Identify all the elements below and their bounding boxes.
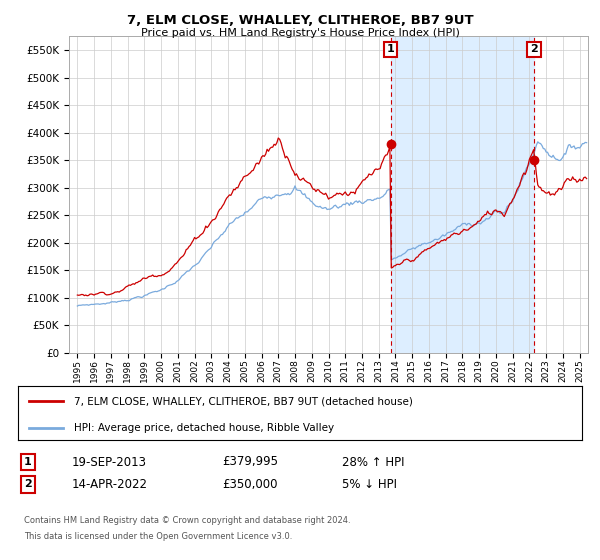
Text: HPI: Average price, detached house, Ribble Valley: HPI: Average price, detached house, Ribb… <box>74 423 335 433</box>
Text: 5% ↓ HPI: 5% ↓ HPI <box>342 478 397 491</box>
Text: 7, ELM CLOSE, WHALLEY, CLITHEROE, BB7 9UT (detached house): 7, ELM CLOSE, WHALLEY, CLITHEROE, BB7 9U… <box>74 396 413 407</box>
Text: Contains HM Land Registry data © Crown copyright and database right 2024.: Contains HM Land Registry data © Crown c… <box>24 516 350 525</box>
Text: £379,995: £379,995 <box>222 455 278 469</box>
Text: 19-SEP-2013: 19-SEP-2013 <box>72 455 147 469</box>
Text: £350,000: £350,000 <box>222 478 277 491</box>
Bar <box>391 36 534 353</box>
Text: 1: 1 <box>387 44 395 54</box>
Text: 2: 2 <box>530 44 538 54</box>
Text: 28% ↑ HPI: 28% ↑ HPI <box>342 455 404 469</box>
Text: This data is licensed under the Open Government Licence v3.0.: This data is licensed under the Open Gov… <box>24 532 292 541</box>
Text: 2: 2 <box>24 479 32 489</box>
Text: 1: 1 <box>24 457 32 467</box>
Text: Price paid vs. HM Land Registry's House Price Index (HPI): Price paid vs. HM Land Registry's House … <box>140 28 460 38</box>
Text: 14-APR-2022: 14-APR-2022 <box>72 478 148 491</box>
Text: 7, ELM CLOSE, WHALLEY, CLITHEROE, BB7 9UT: 7, ELM CLOSE, WHALLEY, CLITHEROE, BB7 9U… <box>127 14 473 27</box>
